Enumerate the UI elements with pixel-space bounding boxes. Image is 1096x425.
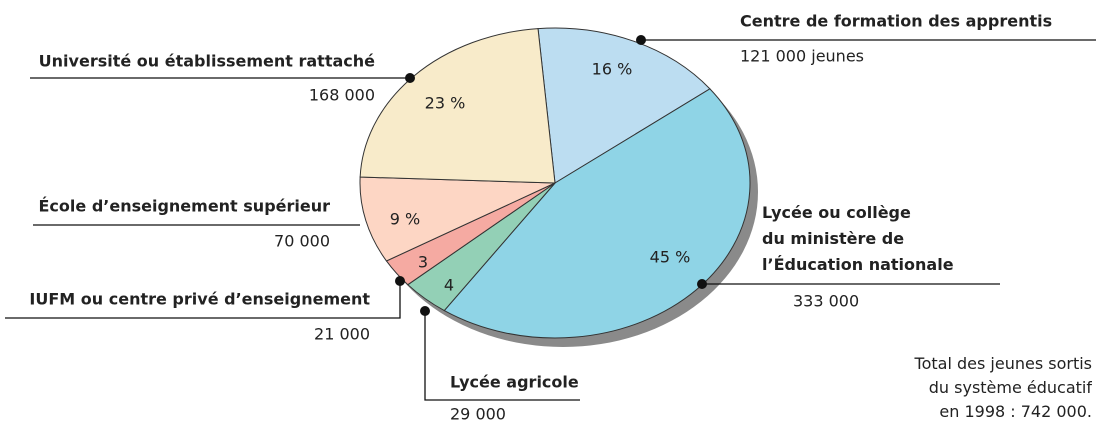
category-label: Lycée ou collège du ministère de l’Éduca…	[762, 203, 954, 274]
leader-line	[5, 281, 401, 319]
note: Total des jeunes sortis du système éduca…	[914, 354, 1092, 421]
amount-label: 29 000	[450, 405, 506, 424]
value-label: 16 %	[592, 60, 633, 79]
value-label: 9 %	[390, 210, 420, 229]
category-box: Lycée ou collège du ministère de l’Éduca…	[762, 203, 954, 274]
category-label: Centre de formation des apprentis	[740, 12, 1052, 31]
pie-slice	[537, 27, 711, 184]
amount-label: 21 000	[314, 325, 370, 344]
note-box: Total des jeunes sortis du système éduca…	[914, 354, 1092, 421]
category-label: École d’enseignement supérieur	[39, 197, 331, 216]
amount-label: 333 000	[793, 292, 859, 311]
leader-dot	[405, 73, 415, 83]
value-label: 3	[418, 253, 428, 272]
amount-label: 168 000	[309, 86, 375, 105]
leader-dot	[636, 35, 646, 45]
leader-dot	[420, 306, 430, 316]
value-label: 4	[444, 276, 454, 295]
amount-label: 70 000	[274, 232, 330, 251]
value-label: 45 %	[650, 248, 691, 267]
leader-line	[424, 311, 580, 401]
leader-dot	[697, 279, 707, 289]
value-label: 23 %	[425, 94, 466, 113]
amount-label: 121 000 jeunes	[740, 47, 864, 66]
leader-dot	[395, 276, 405, 286]
category-label: Lycée agricole	[450, 373, 579, 392]
pie-slice	[359, 176, 556, 262]
pie-slice	[443, 88, 751, 339]
category-label: Université ou établissement rattaché	[39, 52, 375, 71]
category-label: IUFM ou centre privé d’enseignement	[29, 290, 370, 309]
